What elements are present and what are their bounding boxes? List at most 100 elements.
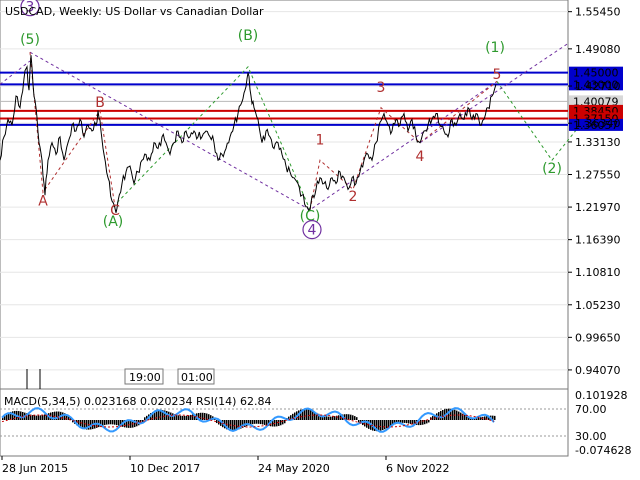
macd-bar xyxy=(264,420,266,425)
macd-bar xyxy=(406,420,408,424)
macd-bar xyxy=(2,416,4,420)
wave-label: (2) xyxy=(542,161,562,177)
level-tag-1.43000 xyxy=(569,78,623,91)
macd-bar xyxy=(200,412,202,420)
wave-label: 3 xyxy=(377,80,386,96)
macd-bar xyxy=(18,411,20,420)
macd-bar xyxy=(66,414,68,420)
macd-bar xyxy=(68,415,70,420)
indicator-label: MACD(5,34,5) 0.023168 0.020234 RSI(14) 6… xyxy=(4,395,271,408)
macd-bar xyxy=(58,411,60,420)
macd-bar xyxy=(166,410,168,420)
macd-bar xyxy=(124,420,126,428)
macd-bar xyxy=(26,413,28,420)
macd-bar xyxy=(100,420,102,427)
macd-bar xyxy=(266,420,268,426)
wave-line-abc xyxy=(29,52,116,207)
wave-line-abc-major xyxy=(112,65,311,211)
macd-bar xyxy=(428,420,430,423)
macd-bar xyxy=(324,416,326,420)
macd-bar xyxy=(146,415,148,420)
macd-bar xyxy=(310,410,312,420)
macd-bar xyxy=(398,420,400,424)
macd-bar xyxy=(34,415,36,420)
macd-bar xyxy=(366,420,368,428)
indicator-axis-label: 0.101928 xyxy=(575,389,628,402)
macd-bar xyxy=(142,420,144,423)
macd-bar xyxy=(82,420,84,429)
macd-bar xyxy=(154,411,156,420)
macd-bar xyxy=(160,409,162,420)
macd-bar xyxy=(326,416,328,420)
macd-bar xyxy=(80,420,82,428)
macd-bar xyxy=(10,411,12,420)
macd-bar xyxy=(186,415,188,420)
macd-bar xyxy=(456,410,458,420)
macd-bar xyxy=(8,412,10,420)
macd-bar xyxy=(318,413,320,420)
level-tag-text: 1.43000 xyxy=(573,78,619,91)
macd-bar xyxy=(302,409,304,420)
macd-bar xyxy=(84,420,86,430)
y-tick-label: 1.49080 xyxy=(575,43,621,56)
time-marker-box-1[interactable] xyxy=(124,368,164,385)
time-marker-2: 01:00 xyxy=(181,371,213,384)
macd-bar xyxy=(260,420,262,425)
macd-bar xyxy=(452,409,454,420)
macd-bar xyxy=(404,420,406,423)
macd-bar xyxy=(40,415,42,420)
wave-line-forecast xyxy=(496,81,581,162)
macd-bar xyxy=(308,409,310,420)
y-tick-label: 1.10810 xyxy=(575,266,621,279)
macd-bar xyxy=(432,416,434,420)
macd-bar xyxy=(272,420,274,427)
macd-bar xyxy=(350,414,352,420)
macd-bar xyxy=(346,414,348,420)
macd-bar xyxy=(328,416,330,420)
macd-bar xyxy=(164,410,166,420)
wave-circle xyxy=(302,220,322,240)
y-tick-label: 1.42710 xyxy=(575,80,621,93)
wave-label: 2 xyxy=(349,189,358,205)
macd-bar xyxy=(106,420,108,425)
y-tick-label: 1.55450 xyxy=(575,6,621,19)
macd-bar xyxy=(320,414,322,420)
macd-bar xyxy=(426,420,428,424)
macd-bar xyxy=(28,414,30,420)
macd-bar xyxy=(410,420,412,424)
macd-bar xyxy=(348,414,350,420)
time-axis: 28 Jun 2015 10 Dec 2017 24 May 2020 6 Nov 2… xyxy=(1,369,449,475)
macd-bar xyxy=(176,414,178,420)
macd-bar xyxy=(480,417,482,420)
macd-bar xyxy=(236,420,238,430)
macd-bar xyxy=(162,410,164,420)
macd-bar xyxy=(384,420,386,430)
macd-bar xyxy=(128,420,130,428)
macd-bar xyxy=(408,420,410,424)
macd-bar xyxy=(400,420,402,423)
time-marker-box-2[interactable] xyxy=(177,368,215,385)
macd-bar xyxy=(56,411,58,420)
main-plot-area xyxy=(0,0,569,390)
macd-bar xyxy=(126,420,128,428)
y-tick-label: 1.27550 xyxy=(575,169,621,182)
macd-bar xyxy=(262,420,264,425)
macd-bar xyxy=(198,412,200,420)
macd-bar xyxy=(22,411,24,420)
macd-bar xyxy=(232,420,234,431)
wave-label: (1) xyxy=(485,40,505,56)
macd-bar xyxy=(354,416,356,420)
macd-bar xyxy=(256,420,258,424)
macd-bar xyxy=(78,420,80,427)
macd-bar xyxy=(282,420,284,425)
macd-bar xyxy=(6,413,8,420)
macd-bar xyxy=(352,415,354,420)
macd-bar xyxy=(492,415,494,420)
macd-bar xyxy=(280,420,282,426)
indicator-axis-label: 30.00 xyxy=(575,430,607,443)
wave-label: C xyxy=(110,203,120,219)
macd-bar xyxy=(72,420,74,423)
level-tag-text: 1.36057 xyxy=(573,119,619,132)
macd-bar xyxy=(250,420,252,425)
